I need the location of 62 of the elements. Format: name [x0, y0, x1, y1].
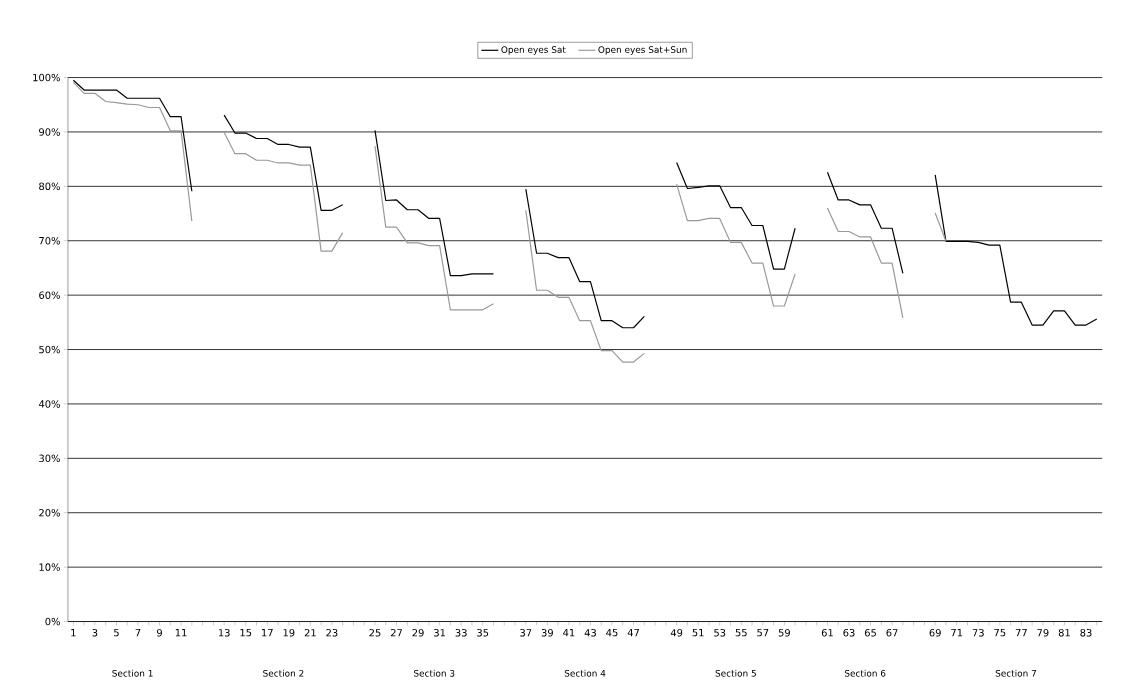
y-tick-label: 90% — [39, 128, 60, 136]
legend-label: Open eyes Sat+Sun — [598, 46, 687, 55]
y-tick-label: 80% — [39, 182, 60, 191]
x-tick-label: 67 — [886, 628, 898, 637]
text: Section 5 — [715, 669, 756, 677]
y-tick-label: 40% — [38, 400, 60, 408]
y-tick-label: 30% — [39, 454, 60, 463]
x-tick-label: 73 — [972, 628, 984, 637]
x-tick-label: 31 — [434, 628, 446, 637]
x-tick-label: 33 — [455, 628, 467, 637]
x-tick-label: 17 — [262, 628, 273, 637]
x-tick-label: 49 — [670, 628, 683, 637]
x-tick-label: 23 — [326, 628, 338, 637]
x-tick-label: 7 — [135, 628, 141, 637]
x-tick-label: 51 — [692, 628, 704, 637]
y-tick-label: 50% — [39, 345, 60, 354]
x-tick-label: 25 — [369, 628, 381, 637]
x-tick-label: 37 — [520, 628, 532, 637]
x-tick-label: 9 — [157, 628, 162, 637]
x-tick-label: 83 — [1080, 628, 1092, 637]
x-tick-label: 77 — [1015, 628, 1027, 637]
x-tick-label: 41 — [563, 628, 575, 637]
x-tick-label: 13 — [218, 628, 230, 637]
text: Section 4 — [564, 669, 606, 677]
x-tick-label: 57 — [757, 628, 769, 637]
text: Section 6 — [844, 669, 886, 677]
x-tick-label: 27 — [390, 628, 402, 637]
x-tick-label: 65 — [864, 628, 876, 637]
x-tick-label: 53 — [714, 628, 726, 637]
text: Section 3 — [414, 669, 455, 677]
x-tick-label: 61 — [821, 628, 833, 637]
y-tick-label: 0% — [45, 617, 60, 626]
x-tick-label: 47 — [627, 628, 639, 637]
x-tick-label: 71 — [951, 628, 963, 637]
y-tick-label: 60% — [39, 291, 60, 299]
x-tick-label: 55 — [735, 628, 747, 637]
x-tick-label: 21 — [304, 628, 316, 637]
x-tick-label: 69 — [929, 628, 941, 637]
x-tick-label: 15 — [240, 628, 252, 637]
x-tick-label: 45 — [606, 628, 618, 637]
y-tick-label: 20% — [39, 508, 60, 517]
x-tick-label: 79 — [1037, 628, 1049, 637]
x-tick-label: 75 — [994, 628, 1006, 637]
x-tick-label: 35 — [477, 628, 489, 637]
x-tick-label: 19 — [283, 628, 295, 637]
text: Section 7 — [995, 669, 1037, 677]
x-tick-label: 3 — [92, 628, 98, 637]
text: Section 2 — [263, 669, 304, 677]
x-tick-label: 11 — [175, 628, 187, 637]
y-tick-label: 100% — [33, 73, 60, 82]
x-tick-label: 59 — [778, 628, 790, 637]
x-tick-label: 81 — [1058, 628, 1070, 637]
y-tick-label: 70% — [39, 236, 60, 245]
x-tick-label: 5 — [114, 628, 119, 637]
x-tick-label: 43 — [584, 628, 596, 637]
y-tick-label: 10% — [39, 563, 60, 571]
legend-label: Open eyes Sat — [501, 46, 566, 55]
text: Section 1 — [112, 669, 153, 677]
x-tick-label: 39 — [541, 628, 553, 637]
x-tick-label: 29 — [412, 628, 424, 637]
x-tick-label: 63 — [843, 628, 855, 637]
x-tick-label: 1 — [71, 628, 76, 637]
